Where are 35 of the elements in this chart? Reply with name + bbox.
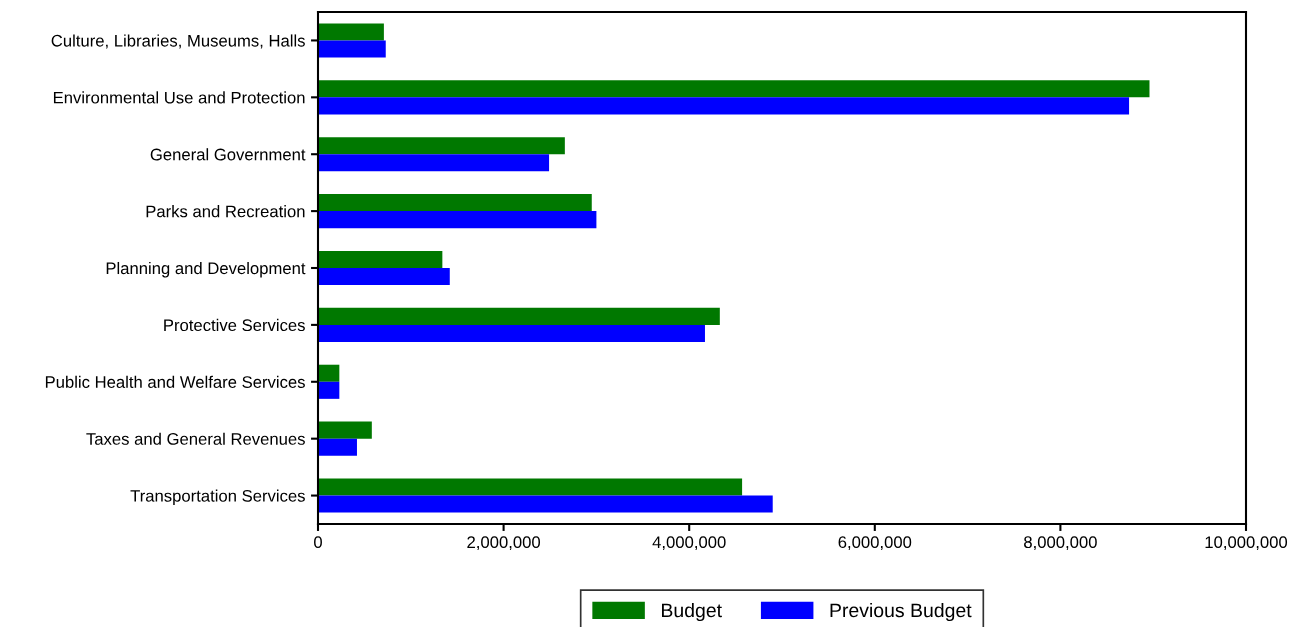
x-tick-label: 8,000,000	[1024, 536, 1097, 551]
bar	[318, 307, 720, 325]
bar	[318, 421, 372, 439]
bar	[318, 478, 743, 496]
legend-label: Previous Budget	[830, 602, 972, 622]
legend-label: Budget	[662, 602, 722, 622]
x-tick-label: 6,000,000	[838, 536, 912, 551]
bar	[318, 97, 1130, 115]
x-tick-label: 0	[314, 536, 322, 549]
x-tick-label: 2,000,000	[467, 536, 541, 551]
bar	[318, 80, 1150, 98]
bar	[318, 438, 357, 456]
y-tick-label: Culture, Libraries, Museums, Halls	[51, 34, 305, 49]
bar	[318, 268, 450, 286]
y-tick-label: Protective Services	[164, 318, 305, 332]
bar	[318, 194, 592, 212]
bar	[318, 495, 773, 513]
bar	[318, 364, 340, 382]
bar	[318, 154, 550, 172]
x-tick-label: 10,000,000	[1205, 536, 1288, 551]
y-tick-label: Parks and Recreation	[146, 205, 305, 218]
bar	[318, 40, 386, 58]
x-tick-label: 4,000,000	[652, 536, 726, 551]
y-tick-label: Public Health and Welfare Services	[45, 375, 305, 388]
bar	[318, 23, 384, 41]
y-tick-label: Environmental Use and Protection	[53, 91, 305, 104]
bar	[318, 324, 705, 342]
bar	[318, 381, 340, 399]
y-tick-label: Planning and Development	[106, 261, 306, 278]
bar	[318, 250, 443, 268]
y-tick-label: General Government	[150, 148, 306, 161]
bar	[318, 137, 565, 155]
y-tick-label: Taxes and General Revenues	[86, 432, 305, 445]
bar	[318, 211, 597, 229]
y-tick-label: Transportation Services	[130, 489, 305, 506]
